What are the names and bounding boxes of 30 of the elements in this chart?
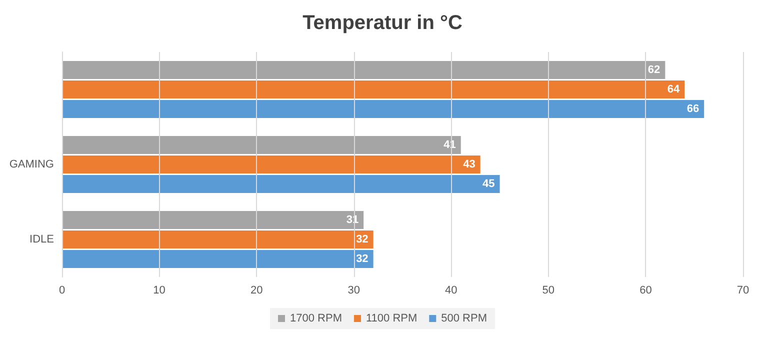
- data-label: 66: [686, 102, 700, 115]
- legend-label: 500 RPM: [441, 312, 487, 324]
- bar: [62, 174, 500, 193]
- bar: [62, 250, 374, 268]
- data-label: 64: [667, 84, 680, 96]
- bar: [62, 100, 704, 118]
- x-tick-label: 0: [58, 284, 66, 296]
- legend-label: 1100 RPM: [366, 312, 418, 324]
- data-label: 45: [482, 178, 495, 190]
- x-tick-label: 70: [736, 284, 750, 296]
- bar: [62, 80, 685, 99]
- y-tick-label: GAMING: [9, 158, 54, 170]
- x-tick-label: 30: [348, 284, 360, 296]
- bar: [62, 136, 461, 154]
- bar: [62, 155, 480, 174]
- bar: [62, 230, 374, 249]
- x-tick-label: 50: [542, 284, 555, 296]
- data-label: 32: [356, 234, 368, 246]
- x-tick-label: 40: [445, 284, 458, 296]
- data-label: 43: [463, 158, 476, 170]
- y-tick-label: IDLE: [30, 234, 54, 246]
- bar: [62, 61, 666, 80]
- bar: [62, 211, 364, 230]
- x-tick-label: 20: [250, 284, 263, 296]
- legend-label: 1700 RPM: [290, 312, 342, 324]
- x-tick-label: 10: [153, 284, 166, 296]
- data-label: 32: [356, 252, 368, 265]
- x-tick-label: 60: [640, 284, 652, 296]
- data-label: 62: [648, 64, 660, 76]
- chart-title: Temperatur in °C: [302, 12, 462, 34]
